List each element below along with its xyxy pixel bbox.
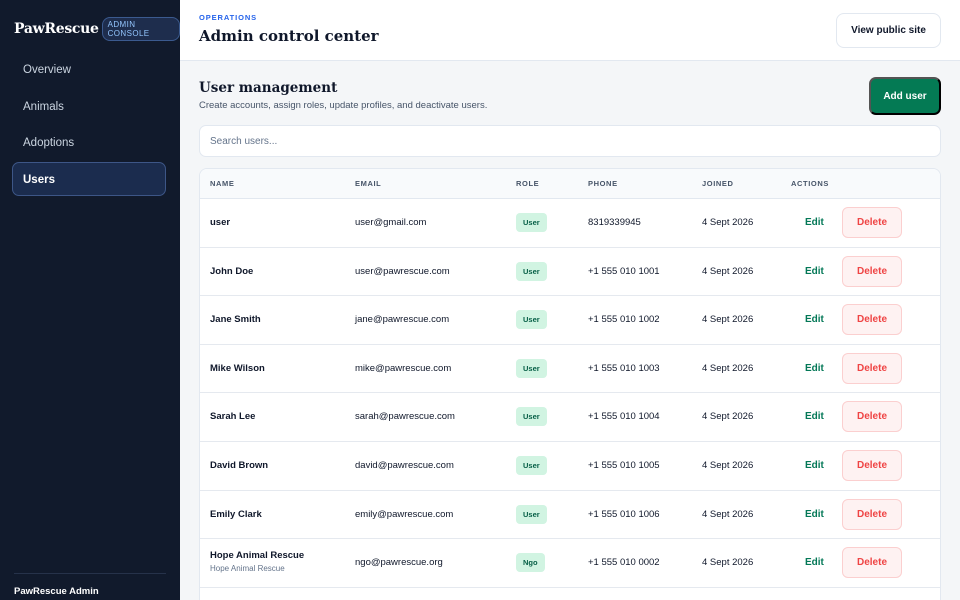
brand-logo: PawRescue [14, 21, 99, 37]
user-name: Sarah Lee [210, 411, 256, 423]
user-joined-date: 4 Sept 2026 [702, 217, 754, 228]
user-name: user [210, 217, 231, 228]
role-badge: User [516, 213, 547, 232]
brand[interactable]: PawRescue ADMIN CONSOLE [14, 17, 180, 41]
user-email: mike@pawrescue.com [355, 362, 452, 374]
column-header-phone[interactable]: PHONE [588, 179, 618, 188]
role-badge: Ngo [516, 553, 545, 573]
user-name: John Doe [210, 265, 254, 277]
delete-user-button[interactable]: Delete [842, 255, 902, 287]
users-table: NAME EMAIL ROLE PHONE JOINED ACTIONS use… [199, 168, 941, 600]
user-joined-date: 4 Sept 2026 [702, 265, 754, 277]
user-phone: +1 555 010 1002 [588, 314, 660, 326]
user-name: Hope Animal Rescue [210, 550, 305, 562]
user-name: David Brown [210, 460, 269, 471]
user-name: Mike Wilson [210, 362, 265, 374]
delete-user-button[interactable]: Delete [842, 207, 902, 238]
edit-user-button[interactable]: Edit [805, 411, 824, 423]
edit-user-button[interactable]: Edit [805, 460, 824, 471]
sidebar: PawRescue ADMIN CONSOLE Overview Animals… [0, 0, 180, 600]
delete-user-button[interactable]: Delete [842, 498, 902, 530]
edit-user-button[interactable]: Edit [805, 362, 824, 374]
user-phone: +1 555 010 1006 [588, 508, 660, 520]
role-badge: User [516, 504, 547, 524]
view-public-site-button[interactable]: View public site [836, 13, 941, 48]
role-badge: User [516, 407, 547, 427]
user-phone: +1 555 010 1005 [588, 460, 660, 471]
user-phone: +1 555 010 1004 [588, 411, 660, 423]
column-header-email[interactable]: EMAIL [355, 179, 382, 188]
user-organization: Hope Animal Rescue [210, 564, 285, 574]
admin-console-badge: ADMIN CONSOLE [101, 17, 180, 41]
user-joined-date: 4 Sept 2026 [702, 362, 754, 374]
user-phone: +1 555 010 1001 [588, 265, 660, 277]
edit-user-button[interactable]: Edit [805, 265, 824, 277]
role-badge: User [516, 456, 547, 475]
user-joined-date: 4 Sept 2026 [702, 508, 754, 520]
role-badge: User [516, 310, 547, 330]
table-row: Sarah Lee sarah@pawrescue.com User +1 555 0… [200, 393, 940, 442]
user-email: user@pawrescue.com [355, 265, 450, 277]
top-header: OPERATIONS Admin control center View pub… [180, 0, 960, 61]
column-header-role[interactable]: ROLE [516, 179, 540, 188]
user-joined-date: 4 Sept 2026 [702, 411, 754, 423]
user-phone: +1 555 010 0002 [588, 557, 660, 569]
sidebar-item-adoptions[interactable]: Adoptions [23, 137, 75, 149]
user-email: david@pawrescue.com [355, 460, 454, 471]
column-header-name[interactable]: NAME [210, 179, 235, 188]
user-joined-date: 4 Sept 2026 [702, 557, 754, 569]
edit-user-button[interactable]: Edit [805, 557, 824, 569]
user-email: jane@pawrescue.com [355, 314, 450, 326]
section-subtitle: Create accounts, assign roles, update pr… [199, 100, 488, 111]
sidebar-nav: Overview Animals Adoptions Users [12, 52, 166, 198]
user-email: user@gmail.com [355, 217, 427, 228]
column-header-joined[interactable]: JOINED [702, 179, 734, 188]
user-joined-date: 4 Sept 2026 [702, 460, 754, 471]
role-badge: User [516, 261, 547, 281]
sidebar-item-animals[interactable]: Animals [23, 100, 64, 113]
table-row: Jane Smith jane@pawrescue.com User +1 555 0… [200, 296, 940, 345]
delete-user-button[interactable]: Delete [842, 450, 902, 481]
role-badge: User [516, 358, 547, 378]
delete-user-button[interactable]: Delete [842, 401, 902, 433]
user-name: Jane Smith [210, 314, 261, 326]
delete-user-button[interactable]: Delete [842, 352, 902, 384]
sidebar-item-users[interactable]: Users [12, 161, 166, 196]
edit-user-button[interactable]: Edit [805, 508, 824, 520]
sidebar-divider [14, 573, 166, 574]
edit-user-button[interactable]: Edit [805, 217, 824, 228]
user-phone: +1 555 010 1003 [588, 362, 660, 374]
sidebar-item-overview[interactable]: Overview [23, 64, 71, 76]
table-row: Emily Clark emily@pawrescue.com User +1 555… [200, 491, 940, 540]
user-name: Emily Clark [210, 508, 262, 520]
user-email: sarah@pawrescue.com [355, 411, 455, 423]
delete-user-button[interactable]: Delete [842, 304, 902, 336]
user-email: ngo@pawrescue.org [355, 557, 443, 569]
search-input[interactable] [199, 125, 941, 157]
user-phone: 8319339945 [588, 217, 641, 228]
user-joined-date: 4 Sept 2026 [702, 314, 754, 326]
table-row: Hope Animal Rescue Hope Animal Rescue ngo@… [200, 539, 940, 588]
table-row: John Doe user@pawrescue.com User +1 555 010… [200, 248, 940, 297]
table-header: NAME EMAIL ROLE PHONE JOINED ACTIONS [200, 169, 940, 199]
table-row: Mike Wilson mike@pawrescue.com User +1 555 … [200, 345, 940, 394]
user-email: emily@pawrescue.com [355, 508, 454, 520]
page-title: Admin control center [199, 27, 379, 45]
edit-user-button[interactable]: Edit [805, 314, 824, 326]
header-eyebrow: OPERATIONS [199, 13, 258, 22]
table-row: David Brown david@pawrescue.com User +1 555… [200, 442, 940, 491]
delete-user-button[interactable]: Delete [842, 547, 902, 579]
sidebar-footer-user: PawRescue Admin [14, 586, 99, 597]
add-user-button[interactable]: Add user [869, 77, 941, 115]
section-title: User management [199, 80, 338, 96]
table-row: user user@gmail.com User 8319339945 4 Sept 2… [200, 199, 940, 248]
column-header-actions: ACTIONS [791, 179, 829, 188]
